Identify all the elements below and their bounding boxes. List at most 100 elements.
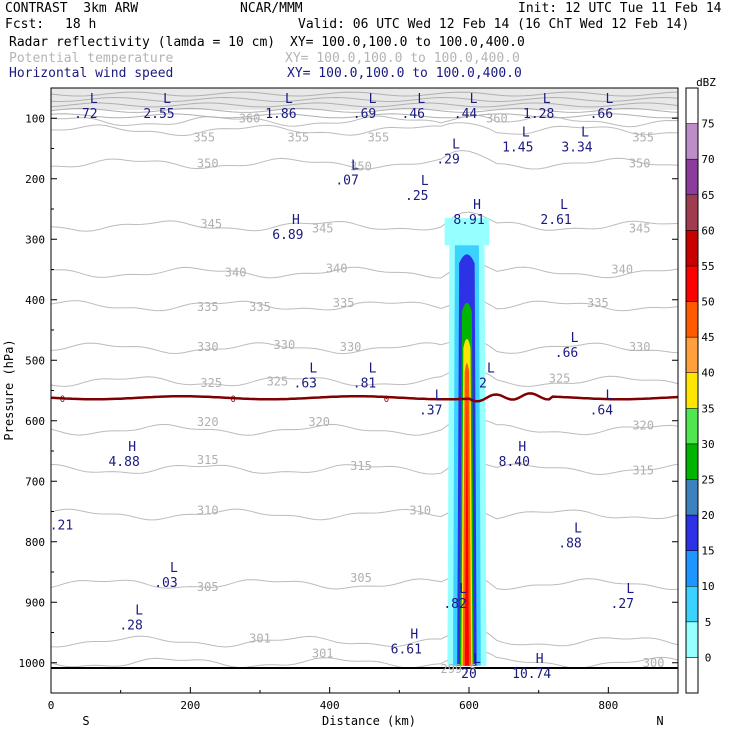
colorbar-frame bbox=[685, 87, 699, 694]
theta-label-11: 345 bbox=[629, 221, 651, 235]
y-tick-label-1: 200 bbox=[25, 173, 45, 186]
wind-extremum-value-8: .29 bbox=[436, 153, 459, 168]
colorbar-swatch-2 bbox=[685, 585, 699, 623]
wind-extremum-value-17: .63 bbox=[294, 376, 317, 391]
wind-extremum-value-6: 1.28 bbox=[523, 107, 554, 122]
colorbar-label-8: 40 bbox=[701, 367, 714, 380]
theta-contour-301 bbox=[51, 627, 678, 648]
theta-contour-350 bbox=[51, 149, 678, 170]
colorbar-swatch-1 bbox=[685, 621, 699, 658]
init-time: Init: 12 UTC Tue 11 Feb 14 bbox=[518, 1, 722, 16]
valid-time: Valid: 06 UTC Wed 12 Feb 14 (16 ChT Wed … bbox=[298, 17, 690, 32]
colorbar-label-5: 25 bbox=[701, 473, 714, 486]
wind-extremum-value-26: .03 bbox=[154, 576, 177, 591]
theta-label-8: 350 bbox=[629, 157, 651, 171]
theta-label-24: 325 bbox=[267, 374, 289, 388]
field-theta-name: Potential temperature bbox=[9, 51, 174, 66]
theta-label-23: 325 bbox=[200, 376, 222, 390]
colorbar-swatch-13 bbox=[685, 194, 699, 231]
wind-extremum-value-20: .37 bbox=[419, 404, 442, 419]
theta-label-14: 340 bbox=[611, 263, 633, 277]
theta-label-26: 320 bbox=[197, 415, 219, 429]
wind-extremum-mark-3: L bbox=[369, 92, 377, 107]
wind-extremum-mark-5: L bbox=[470, 92, 478, 107]
y-tick-label-3: 400 bbox=[25, 294, 45, 307]
colorbar-swatch-11 bbox=[685, 265, 699, 302]
center-label: NCAR/MMM bbox=[240, 1, 303, 16]
wind-extremum-value-10: 3.34 bbox=[561, 140, 592, 155]
wind-extremum-value-7: .66 bbox=[590, 107, 613, 122]
colorbar-label-11: 55 bbox=[701, 260, 714, 273]
theta-label-35: 305 bbox=[350, 571, 372, 585]
forecast-value: 18 h bbox=[65, 17, 97, 32]
wind-extremum-value-15: 6.89 bbox=[272, 228, 303, 243]
field-reflectivity-name: Radar reflectivity (lamda = 10 cm) bbox=[9, 35, 276, 50]
theta-label-32: 310 bbox=[197, 503, 219, 517]
theta-label-7: 350 bbox=[350, 160, 372, 174]
wind-extremum-mark-1: L bbox=[163, 92, 171, 107]
theta-label-25: 325 bbox=[549, 371, 571, 385]
colorbar-swatch-8 bbox=[685, 372, 699, 409]
wind-extremum-mark-17: L bbox=[309, 361, 317, 376]
wind-extremum-mark-16: L bbox=[571, 331, 579, 346]
south-label: S bbox=[82, 714, 89, 728]
wind-extremum-mark-10: L bbox=[581, 125, 589, 140]
wind-extremum-mark-27: L bbox=[459, 582, 467, 597]
colorbar-swatch-9 bbox=[685, 336, 699, 373]
theta-label-9: 345 bbox=[200, 217, 222, 231]
wind-extremum-value-31: 10.74 bbox=[512, 667, 551, 682]
zero-isotherm-label-1: 0 bbox=[230, 395, 235, 405]
theta-contour-330 bbox=[51, 338, 678, 355]
theta-contour-305 bbox=[51, 572, 678, 591]
colorbar-label-10: 50 bbox=[701, 296, 714, 309]
north-label: N bbox=[656, 714, 663, 728]
colorbar-swatch-7 bbox=[685, 408, 699, 445]
theta-label-18: 335 bbox=[587, 296, 609, 310]
theta-label-38: 300 bbox=[643, 656, 665, 670]
field-theta-xy: XY= 100.0,100.0 to 100.0,400.0 bbox=[285, 51, 520, 66]
theta-label-28: 320 bbox=[632, 419, 654, 433]
x-tick-label-1: 200 bbox=[180, 699, 200, 712]
theta-label-13: 340 bbox=[326, 261, 348, 275]
chart-title: CONTRAST 3km ARW bbox=[5, 1, 139, 16]
wind-extremum-mark-31: H bbox=[536, 652, 544, 667]
wind-extremum-mark-25: L bbox=[574, 522, 582, 537]
wind-extremum-value-1: 2.55 bbox=[143, 107, 174, 122]
wind-extremum-mark-0: L bbox=[90, 92, 98, 107]
wind-extremum-value-29: .28 bbox=[119, 618, 142, 633]
colorbar-label-14: 70 bbox=[701, 153, 714, 166]
theta-contour-355 bbox=[51, 122, 678, 137]
y-tick-label-5: 600 bbox=[25, 415, 45, 428]
zero-isotherm bbox=[51, 392, 678, 403]
theta-label-37: 301 bbox=[312, 647, 334, 661]
wind-extremum-value-13: 8.91 bbox=[453, 213, 484, 228]
theta-label-15: 335 bbox=[197, 300, 219, 314]
colorbar-label-7: 35 bbox=[701, 402, 714, 415]
wind-extremum-value-27: .82 bbox=[443, 597, 466, 612]
y-tick-label-0: 100 bbox=[25, 112, 45, 125]
wind-extremum-value-5: .44 bbox=[454, 107, 478, 122]
theta-contour-335 bbox=[51, 298, 678, 312]
wind-extremum-mark-2: L bbox=[285, 92, 293, 107]
wind-extremum-mark-4: L bbox=[417, 92, 425, 107]
theta-label-10: 345 bbox=[312, 221, 334, 235]
x-tick-label-2: 400 bbox=[320, 699, 340, 712]
forecast-label: Fcst: bbox=[5, 17, 45, 32]
theta-label-22: 330 bbox=[629, 340, 651, 354]
wind-extremum-value-12: .25 bbox=[405, 189, 428, 204]
colorbar-label-1: 5 bbox=[705, 616, 712, 629]
wind-extremum-mark-26: L bbox=[170, 561, 178, 576]
colorbar-swatch-6 bbox=[685, 443, 699, 480]
wind-extremum-mark-13: H bbox=[473, 198, 481, 213]
colorbar-unit: dBZ bbox=[696, 76, 716, 89]
wind-extremum-mark-21: L bbox=[605, 389, 613, 404]
wind-extremum-mark-30: H bbox=[410, 628, 418, 643]
wind-extremum-mark-9: L bbox=[522, 125, 530, 140]
theta-label-19: 330 bbox=[197, 340, 219, 354]
wind-extremum-value-14: 2.61 bbox=[540, 213, 571, 228]
theta-contour-310 bbox=[51, 506, 678, 521]
theta-label-6: 350 bbox=[197, 157, 219, 171]
colorbar-label-2: 10 bbox=[701, 580, 714, 593]
theta-label-27: 320 bbox=[308, 415, 330, 429]
